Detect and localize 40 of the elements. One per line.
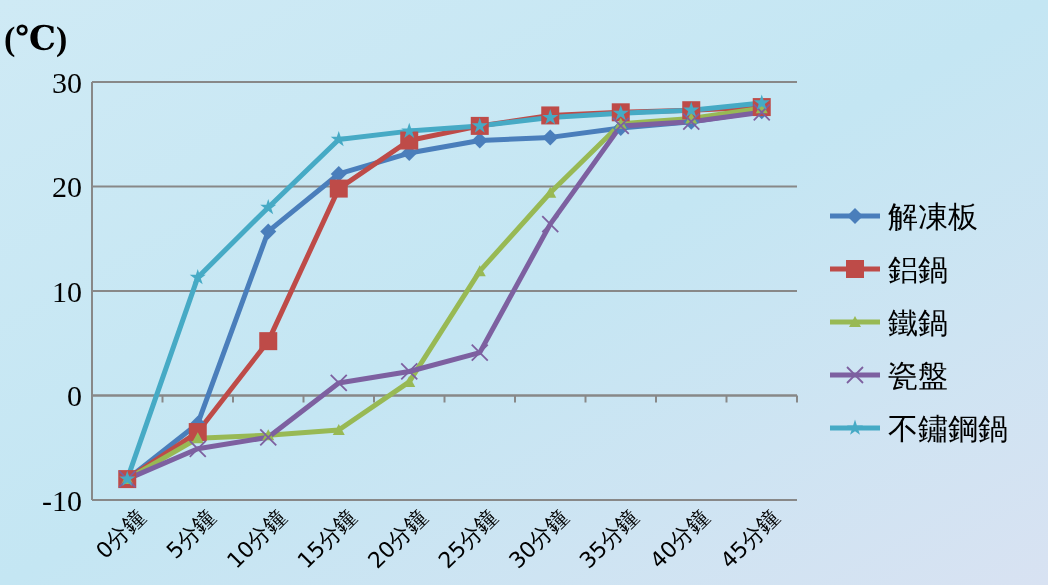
point: [330, 165, 347, 182]
legend-label: 瓷盤: [888, 357, 948, 393]
point: [400, 131, 419, 150]
x-tick-label: 45分鐘: [715, 504, 785, 574]
y-axis-title: (℃): [4, 20, 68, 58]
legend-label: 不鏽鋼鍋: [888, 410, 1008, 446]
x-tick-label: 25分鐘: [433, 504, 503, 574]
point: [330, 131, 347, 147]
point: [189, 268, 206, 285]
point: [329, 179, 348, 198]
point: [470, 343, 489, 362]
point: [260, 223, 277, 240]
point: [753, 94, 770, 110]
point: [541, 215, 560, 234]
x-tick-label: 40分鐘: [645, 504, 714, 574]
point: [332, 423, 345, 435]
x-tick-label: 10分鐘: [222, 504, 291, 574]
point: [188, 439, 207, 458]
y-tick-label: 10: [52, 274, 82, 308]
legend-label: 解凍板: [888, 198, 978, 234]
y-tick-label: -10: [42, 483, 82, 517]
x-tick-label: 5分鐘: [161, 504, 221, 564]
x-tick-label: 15分鐘: [292, 504, 362, 574]
x-tick-label: 20分鐘: [363, 504, 432, 574]
point: [259, 332, 278, 351]
point: [329, 374, 348, 392]
y-tick-label: 0: [67, 379, 82, 412]
x-tick-label: 0分鐘: [90, 504, 150, 564]
point: [542, 129, 559, 146]
y-tick-label: 30: [52, 65, 82, 99]
y-tick-label: 20: [52, 170, 82, 203]
x-tick-label: 30分鐘: [504, 504, 573, 574]
x-tick-label: 35分鐘: [574, 504, 644, 574]
point: [473, 265, 486, 277]
point: [259, 428, 278, 447]
point: [260, 198, 277, 215]
point: [471, 132, 488, 149]
legend-label: 鐵鍋: [888, 304, 948, 340]
point: [400, 362, 419, 381]
legend-label: 鋁鍋: [888, 251, 948, 287]
